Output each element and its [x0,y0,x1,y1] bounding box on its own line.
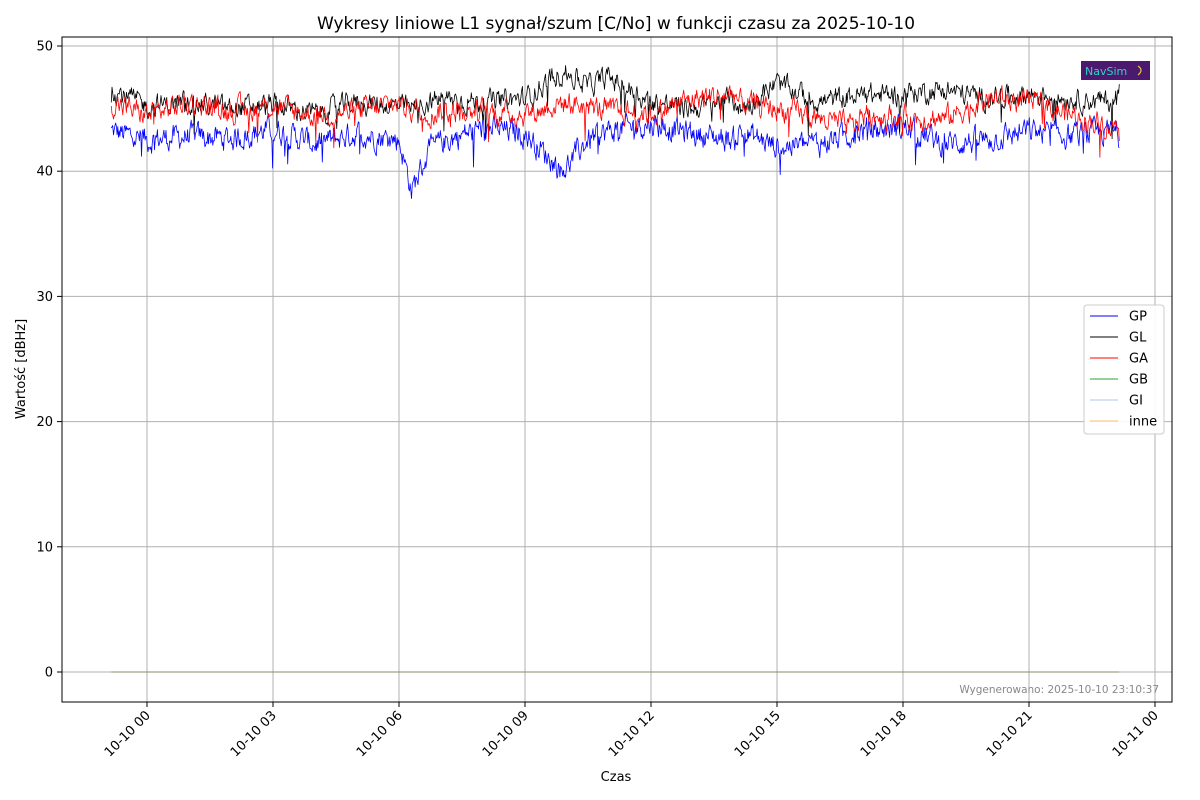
series-line-gp [110,112,1120,199]
series-layer [110,65,1120,673]
legend-label: GP [1129,310,1147,325]
y-tick-label: 30 [36,290,53,305]
y-tick-label: 50 [36,40,53,55]
series-line-ga [110,85,1120,158]
legend-label: GL [1129,331,1147,346]
y-tick-label: 10 [36,540,53,555]
plot-frame [61,36,1173,703]
legend-label: inne [1129,415,1157,430]
chart-title: Wykresy liniowe L1 sygnał/szum [C/No] w … [317,14,915,34]
y-axis: 0 10 20 30 40 50 [36,40,62,681]
logo-text: NavSim [1085,65,1127,78]
x-axis-label: Czas [601,770,632,785]
legend-label: GA [1129,352,1148,367]
legend-label: GB [1129,373,1148,388]
navsim-logo: NavSim [1081,61,1150,80]
y-tick-label: 0 [45,666,53,681]
y-axis-label: Wartość [dBHz] [14,319,29,419]
y-tick-label: 40 [36,165,53,180]
generated-timestamp: Wygenerowano: 2025-10-10 23:10:37 [959,684,1159,696]
legend: GP GL GA GB GI inne [1083,304,1165,435]
y-tick-label: 20 [36,415,53,430]
legend-label: GI [1129,394,1143,409]
